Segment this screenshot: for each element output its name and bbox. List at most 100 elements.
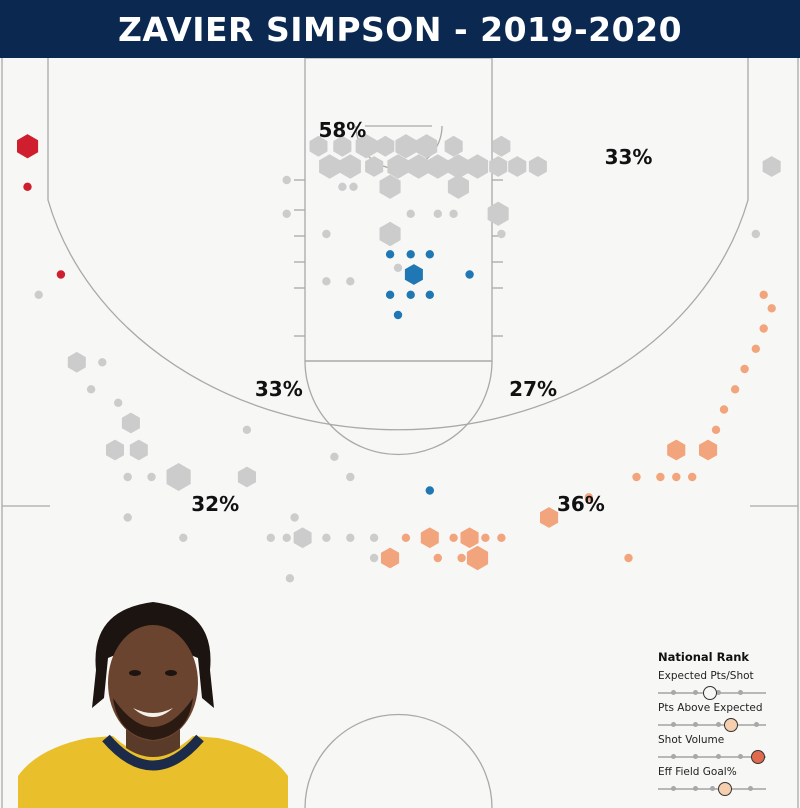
legend-marker [702, 686, 717, 700]
shot-dot [751, 344, 760, 353]
zone-label-right-corner-mid: 33% [605, 145, 653, 169]
shot-dot [401, 533, 411, 542]
shot-dot [719, 405, 729, 414]
shot-dot [123, 472, 132, 482]
shot-hexagon [408, 154, 430, 179]
shot-dot [740, 364, 749, 374]
legend-label: Pts Above Expected [658, 702, 763, 714]
shot-dot [481, 533, 490, 542]
shot-dot [425, 486, 434, 495]
shot-hexagon [447, 154, 469, 179]
shot-dot [497, 533, 506, 542]
shot-hexagon [444, 135, 463, 157]
shot-dot [385, 250, 395, 259]
legend-tick [693, 754, 698, 759]
shot-dot [179, 533, 188, 542]
shot-dot [406, 290, 415, 299]
shot-hexagon [319, 154, 341, 179]
legend-tick [754, 722, 759, 727]
legend-tick [671, 722, 676, 727]
player-headshot-icon [18, 602, 288, 808]
face [108, 625, 198, 741]
shot-dot [730, 385, 740, 394]
free-throw-circle [304, 360, 493, 456]
shot-dot [767, 304, 776, 313]
legend-tick [671, 690, 676, 695]
shot-dot [282, 209, 291, 218]
shot-dot [322, 277, 331, 286]
shot-dot [338, 182, 347, 191]
shot-dot [147, 472, 156, 482]
shot-hexagon [387, 154, 409, 179]
shot-hexagon [447, 174, 469, 199]
shot-dot [759, 290, 768, 299]
chart-title: ZAVIER SIMPSON - 2019-2020 [117, 9, 683, 49]
shot-hexagon [699, 439, 718, 461]
shot-dot [322, 229, 331, 239]
legend-tick [693, 722, 698, 727]
legend: National Rank Expected Pts/Shot Pts Abov… [658, 650, 778, 798]
shot-hexagon [508, 156, 527, 177]
shot-markers [17, 134, 781, 583]
shot-dot [433, 553, 442, 563]
shot-hexagon [460, 527, 479, 549]
legend-marker [724, 718, 739, 732]
three-point-line [47, 58, 749, 431]
shot-hexagon [379, 221, 401, 247]
shot-dot [349, 182, 358, 191]
shot-dot [465, 270, 474, 279]
legend-tick [671, 754, 676, 759]
shot-dot [393, 310, 403, 320]
legend-tick [710, 786, 715, 791]
shot-dot [285, 574, 295, 583]
shot-dot [346, 533, 355, 542]
shot-dot [688, 472, 697, 482]
legend-slider-track [658, 782, 766, 796]
shot-hexagon [466, 545, 489, 571]
shot-dot [393, 263, 403, 272]
legend-tick [748, 786, 753, 791]
shot-dot [449, 533, 458, 542]
shot-dot [266, 533, 275, 542]
shot-dot [624, 553, 633, 563]
shot-hexagon [67, 351, 86, 373]
shot-dot [282, 175, 291, 185]
eye-left [129, 670, 141, 676]
shot-dot [497, 229, 506, 239]
shot-hexagon [237, 466, 256, 488]
shot-hexagon [492, 135, 511, 157]
title-bar: ZAVIER SIMPSON - 2019-2020 [0, 0, 800, 58]
zone-label-right-elbow-mid: 27% [509, 377, 557, 401]
shot-dot [290, 513, 299, 522]
shot-dot [98, 358, 107, 367]
shot-hexagon [166, 463, 191, 491]
hair [92, 602, 214, 708]
smile [133, 708, 173, 717]
shot-dot [369, 553, 379, 563]
shot-dot [56, 270, 66, 279]
shot-hexagon [129, 439, 148, 461]
shot-dot [632, 472, 641, 482]
shot-dot [457, 553, 466, 563]
legend-tick [738, 690, 743, 695]
shot-dot [86, 385, 96, 394]
shot-hexagon [333, 135, 352, 157]
shot-hexagon [404, 264, 423, 285]
legend-tick [738, 754, 743, 759]
shot-hexagon [379, 174, 401, 199]
shot-hexagon [528, 156, 547, 177]
shot-dot [242, 425, 252, 434]
shot-hexagon [427, 154, 449, 179]
shot-dot [282, 533, 291, 542]
legend-item-pts-above-expected: Pts Above Expected [658, 702, 778, 734]
shot-dot [34, 290, 43, 299]
shot-dot [672, 472, 681, 482]
shot-dot [346, 472, 355, 482]
zone-labels: 58% 33% 33% 27% 32% 36% [191, 118, 652, 516]
shot-dot [369, 533, 379, 542]
legend-marker [717, 782, 732, 796]
shot-dot [114, 398, 123, 407]
jersey [18, 736, 288, 808]
shot-hexagon [416, 134, 438, 159]
